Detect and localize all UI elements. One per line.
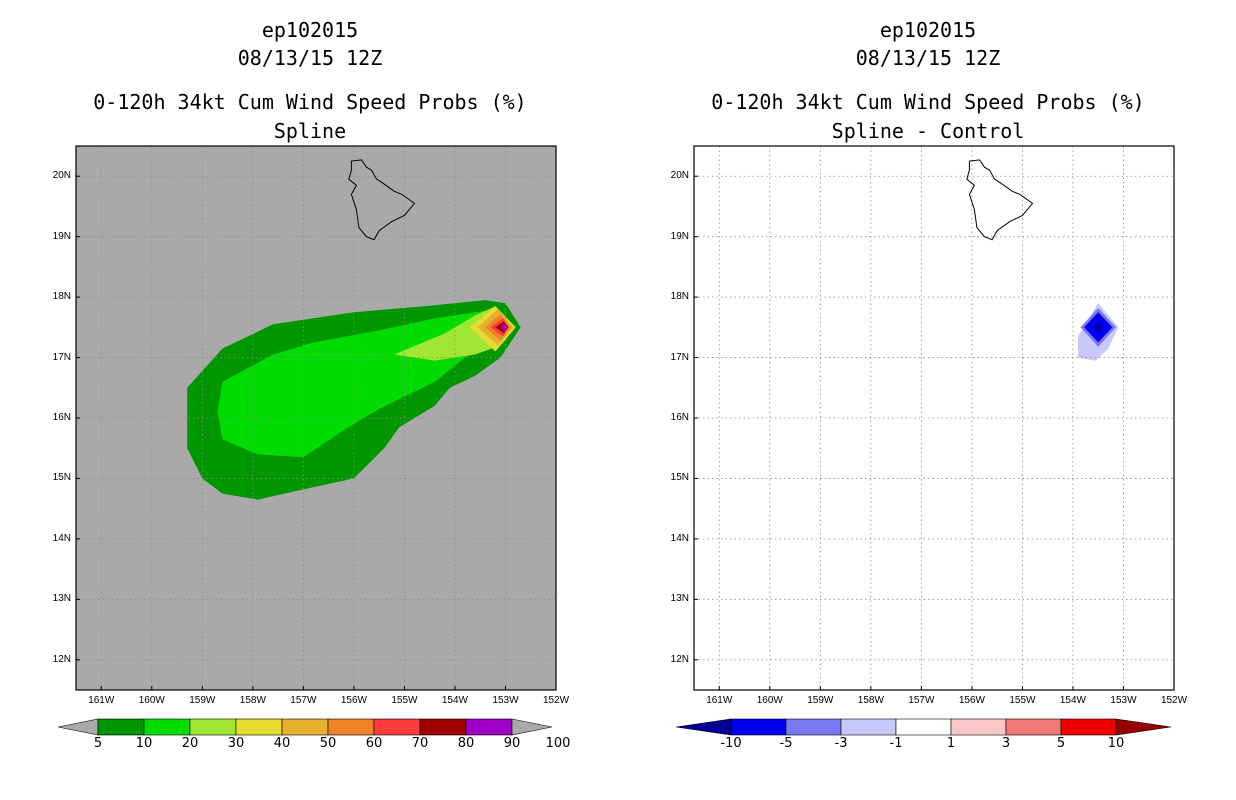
- left-title-line3: 0-120h 34kt Cum Wind Speed Probs (%): [93, 90, 527, 114]
- colorbar-label-2-0: 20: [181, 736, 199, 751]
- x-tick-label-153W-1: 153W: [1110, 695, 1137, 706]
- colorbar-box-0-1: [730, 718, 787, 736]
- colorbar-label-1-0: 10: [135, 736, 153, 751]
- x-tick-label-154W-1: 154W: [1059, 695, 1086, 706]
- y-tick-label-15N-1: 15N: [670, 472, 689, 484]
- y-tick-label-13N-0: 13N: [52, 593, 71, 605]
- colorbar-box-2-1: [840, 718, 897, 736]
- colorbar-box-3-0: [235, 718, 283, 736]
- y-tick-label-15N-0: 15N: [52, 472, 71, 484]
- x-tick-label-161W-1: 161W: [706, 695, 733, 706]
- colorbar-label-6-0: 60: [365, 736, 383, 751]
- colorbar-box-5-0: [327, 718, 375, 736]
- plot-frame-1: [693, 145, 1175, 691]
- y-tick-label-14N-0: 14N: [52, 532, 71, 544]
- colorbar-box-8-0: [465, 718, 513, 736]
- colorbar-label-5-1: 3: [1001, 736, 1011, 751]
- colorbar-label-9-0: 90: [503, 736, 521, 751]
- x-tick-label-156W-0: 156W: [340, 695, 367, 706]
- colorbar-label-10-0: 100: [545, 736, 571, 751]
- colorbar-box-6-1: [1060, 718, 1117, 736]
- y-tick-label-12N-0: 12N: [52, 653, 71, 665]
- y-tick-label-20N-1: 20N: [670, 170, 689, 182]
- colorbar-box-0-0: [97, 718, 145, 736]
- contour-level-neg10-1: [1094, 322, 1103, 333]
- colorbar-label-7-0: 70: [411, 736, 429, 751]
- y-tick-label-13N-1: 13N: [670, 593, 689, 605]
- x-tick-label-160W-0: 160W: [138, 695, 165, 706]
- y-tick-label-17N-1: 17N: [670, 351, 689, 363]
- left-title-line2: 08/13/15 12Z: [237, 46, 383, 70]
- x-tick-label-159W-0: 159W: [189, 695, 216, 706]
- colorbar-box-1-0: [143, 718, 191, 736]
- x-tick-label-155W-0: 155W: [391, 695, 418, 706]
- colorbar-box-3-1: [895, 718, 952, 736]
- x-tick-label-157W-1: 157W: [908, 695, 935, 706]
- colorbar-label-0-1: -10: [720, 736, 742, 751]
- y-tick-label-19N-0: 19N: [52, 230, 71, 242]
- x-tick-label-158W-1: 158W: [857, 695, 884, 706]
- plot-frame-0: [75, 145, 557, 691]
- colorbar-label-4-1: 1: [946, 736, 956, 751]
- colorbar-box-7-0: [419, 718, 467, 736]
- colorbar-label-8-0: 80: [457, 736, 475, 751]
- colorbar-label-4-0: 40: [273, 736, 291, 751]
- y-tick-label-16N-0: 16N: [52, 412, 71, 423]
- right-title-line3: 0-120h 34kt Cum Wind Speed Probs (%): [711, 90, 1145, 114]
- x-tick-label-152W-1: 152W: [1160, 695, 1188, 706]
- right-title-line4: Spline - Control: [831, 119, 1025, 143]
- colorbar-label-2-1: -3: [834, 736, 848, 751]
- left-title-line1: ep102015: [261, 18, 359, 42]
- colorbar-left-arrow-1: [675, 718, 732, 736]
- y-tick-label-17N-0: 17N: [52, 351, 71, 363]
- y-tick-label-12N-1: 12N: [670, 653, 689, 665]
- colorbar-box-4-1: [950, 718, 1007, 736]
- colorbar-box-4-0: [281, 718, 329, 736]
- x-tick-label-152W-0: 152W: [542, 695, 570, 706]
- colorbar-label-0-0: 5: [93, 736, 103, 751]
- colorbar-box-6-0: [373, 718, 421, 736]
- x-tick-label-156W-1: 156W: [958, 695, 985, 706]
- colorbar-label-6-1: 5: [1056, 736, 1066, 751]
- y-tick-label-18N-1: 18N: [670, 291, 689, 303]
- x-tick-label-155W-1: 155W: [1009, 695, 1036, 706]
- right-title-line2: 08/13/15 12Z: [855, 46, 1001, 70]
- x-tick-label-153W-0: 153W: [492, 695, 519, 706]
- x-tick-label-157W-0: 157W: [290, 695, 317, 706]
- colorbar-box-2-0: [189, 718, 237, 736]
- y-tick-label-16N-1: 16N: [670, 412, 689, 423]
- island-outline-0: [348, 159, 416, 241]
- y-tick-label-18N-0: 18N: [52, 291, 71, 303]
- colorbar-label-3-0: 30: [227, 736, 245, 751]
- x-tick-label-161W-0: 161W: [88, 695, 115, 706]
- colorbar-right-arrow-1: [1115, 718, 1172, 736]
- x-tick-label-159W-1: 159W: [807, 695, 834, 706]
- colorbar-right-arrow-0: [511, 718, 553, 736]
- colorbar-label-7-1: 10: [1107, 736, 1125, 751]
- colorbar-box-5-1: [1005, 718, 1062, 736]
- x-tick-label-160W-1: 160W: [756, 695, 783, 706]
- x-tick-label-154W-0: 154W: [441, 695, 468, 706]
- colorbar-label-3-1: -1: [889, 736, 903, 751]
- right-title-line1: ep102015: [879, 18, 977, 42]
- colorbar-left-arrow-0: [57, 718, 99, 736]
- y-tick-label-19N-1: 19N: [670, 230, 689, 242]
- colorbar-label-5-0: 50: [319, 736, 337, 751]
- colorbar-box-1-1: [785, 718, 842, 736]
- x-tick-label-158W-0: 158W: [239, 695, 266, 706]
- y-tick-label-14N-1: 14N: [670, 532, 689, 544]
- left-title-line4: Spline: [273, 119, 347, 143]
- island-outline-1: [966, 159, 1034, 241]
- colorbar-label-1-1: -5: [779, 736, 793, 751]
- y-tick-label-20N-0: 20N: [52, 170, 71, 182]
- contour-level-80-0: [500, 323, 507, 331]
